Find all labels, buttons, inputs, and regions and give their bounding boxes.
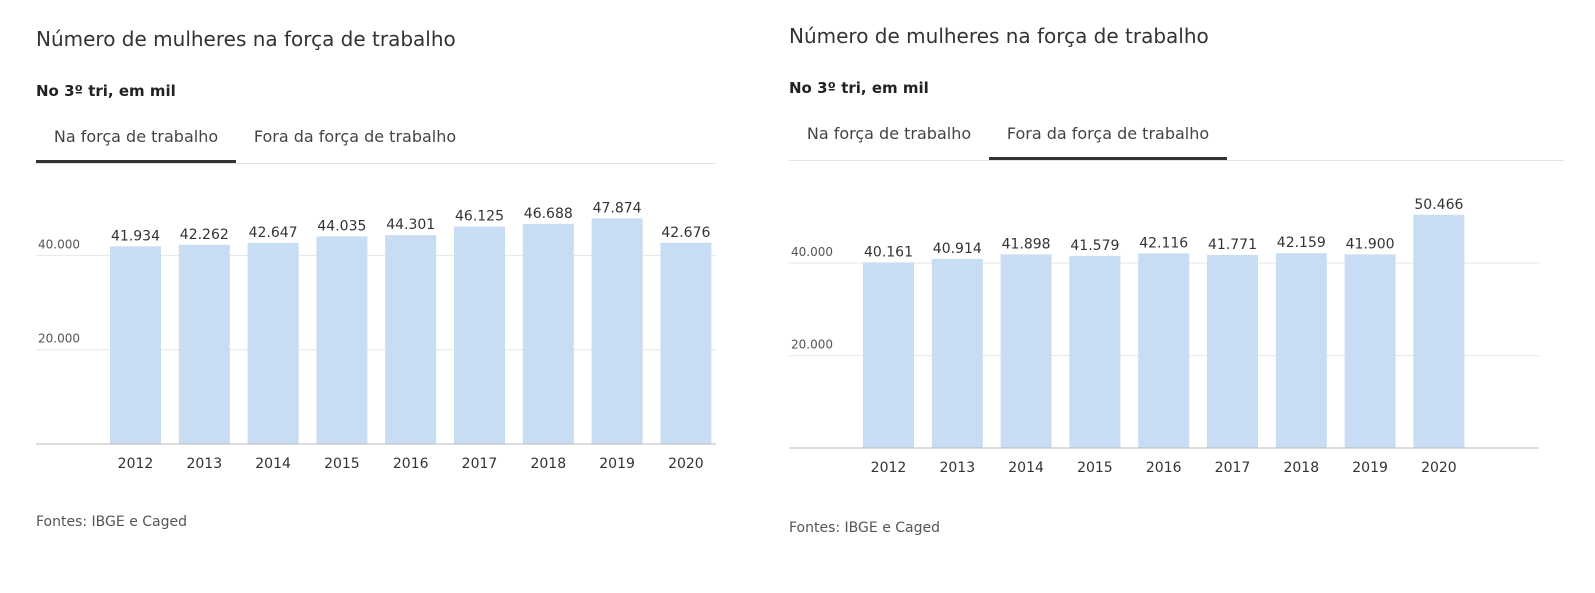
source-note: Fontes: IBGE e Caged	[36, 514, 187, 530]
data-label: 42.262	[180, 227, 229, 243]
tab-bar: Na força de trabalho Fora da força de tr…	[789, 114, 1564, 161]
source-note: Fontes: IBGE e Caged	[789, 520, 940, 536]
bar	[1138, 253, 1190, 448]
data-label: 42.116	[1139, 235, 1188, 251]
x-tick-label: 2012	[871, 460, 907, 476]
y-tick-label: 20.000	[38, 332, 80, 346]
bar	[591, 218, 643, 444]
y-tick-label: 40.000	[38, 237, 80, 251]
x-tick-label: 2016	[1146, 460, 1182, 476]
bar-chart-fora-da-forca: 20.000 40.000 40.161 2012 40.914 2013 41.898 20…	[789, 197, 1539, 476]
bar	[247, 242, 299, 444]
tab-na-forca[interactable]: Na força de trabalho	[806, 124, 972, 143]
bar	[1275, 253, 1327, 448]
bar	[1000, 254, 1052, 448]
data-label: 41.579	[1070, 238, 1119, 254]
data-label: 44.035	[317, 218, 366, 234]
chart-panel-left: Número de mulheres na força de trabalho …	[36, 0, 726, 593]
tab-bar: Na força de trabalho Fora da força de tr…	[36, 117, 716, 164]
data-label: 41.900	[1346, 236, 1395, 252]
tab-fora-da-forca[interactable]: Fora da força de trabalho	[253, 127, 457, 146]
bar	[863, 262, 914, 448]
data-label: 47.874	[593, 200, 642, 216]
x-tick-label: 2013	[186, 456, 222, 472]
data-label: 42.159	[1277, 235, 1326, 251]
x-tick-label: 2019	[599, 456, 635, 472]
chart-subtitle: No 3º tri, em mil	[36, 82, 176, 100]
tab-fora-da-forca[interactable]: Fora da força de trabalho	[989, 114, 1227, 160]
chart-subtitle: No 3º tri, em mil	[789, 79, 929, 97]
x-tick-label: 2018	[530, 456, 566, 472]
bar	[1413, 214, 1465, 448]
data-label: 41.898	[1002, 236, 1051, 252]
bar	[178, 244, 230, 444]
bar	[1344, 254, 1396, 448]
data-label: 41.771	[1208, 237, 1257, 253]
x-tick-label: 2014	[1008, 460, 1044, 476]
x-tick-label: 2019	[1352, 460, 1388, 476]
data-label: 44.301	[386, 217, 435, 233]
bar	[1069, 255, 1121, 448]
data-label: 42.647	[249, 225, 298, 241]
x-tick-label: 2012	[118, 456, 154, 472]
bar	[454, 226, 505, 444]
bar-chart-na-forca: 20.000 40.000 41.934 2012 42.262 2013 42.647 20…	[36, 200, 716, 472]
bar	[931, 258, 983, 448]
x-tick-label: 2017	[462, 456, 498, 472]
x-tick-label: 2017	[1215, 460, 1251, 476]
bar	[110, 246, 161, 444]
x-tick-label: 2018	[1283, 460, 1319, 476]
x-tick-label: 2016	[393, 456, 429, 472]
x-tick-label: 2015	[324, 456, 360, 472]
data-label: 40.914	[933, 241, 982, 257]
bar	[385, 235, 437, 444]
x-tick-label: 2020	[668, 456, 704, 472]
x-tick-label: 2015	[1077, 460, 1113, 476]
y-tick-label: 40.000	[791, 245, 833, 259]
tab-na-forca[interactable]: Na força de trabalho	[36, 117, 236, 163]
bar	[522, 223, 574, 444]
y-tick-label: 20.000	[791, 338, 833, 352]
chart-title: Número de mulheres na força de trabalho	[36, 27, 456, 51]
data-label: 41.934	[111, 228, 160, 244]
bar	[660, 242, 712, 444]
chart-title: Número de mulheres na força de trabalho	[789, 24, 1209, 48]
data-label: 40.161	[864, 244, 913, 260]
x-tick-label: 2013	[939, 460, 975, 476]
bar	[316, 236, 368, 444]
data-label: 42.676	[661, 225, 710, 241]
data-label: 46.125	[455, 209, 504, 225]
data-label: 50.466	[1414, 197, 1463, 213]
x-tick-label: 2014	[255, 456, 291, 472]
x-tick-label: 2020	[1421, 460, 1457, 476]
chart-panel-right: Número de mulheres na força de trabalho …	[789, 0, 1579, 593]
data-label: 46.688	[524, 206, 573, 222]
bar	[1207, 254, 1258, 448]
